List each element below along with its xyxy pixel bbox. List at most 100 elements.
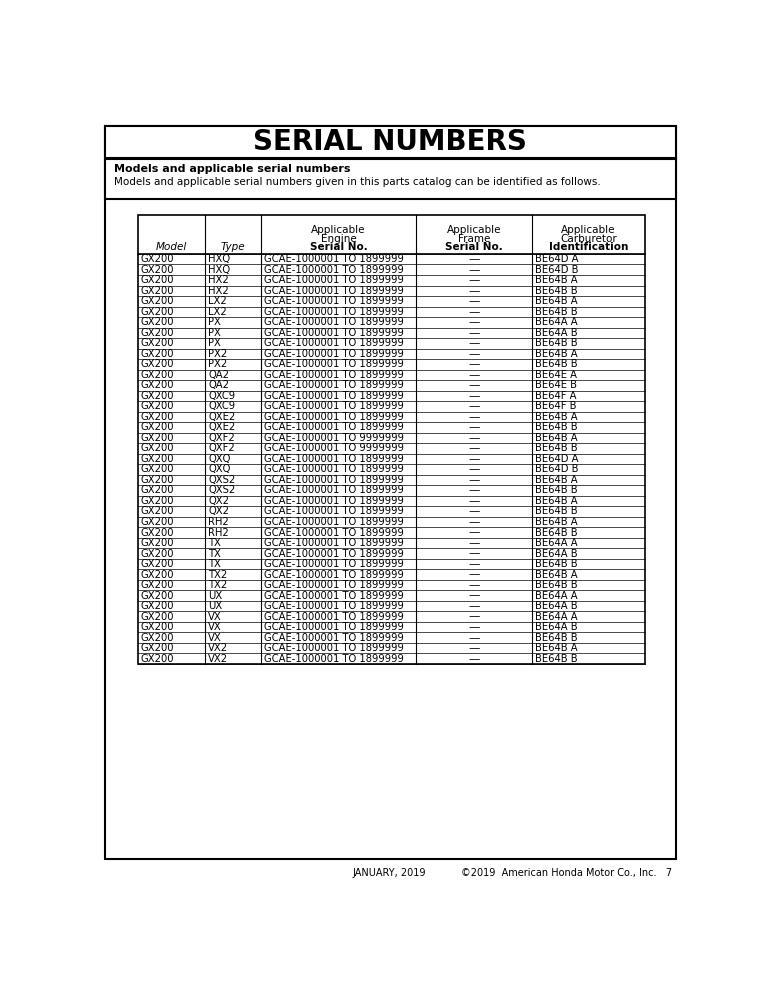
Text: GCAE-1000001 TO 1899999: GCAE-1000001 TO 1899999 (264, 485, 404, 495)
Text: GCAE-1000001 TO 1899999: GCAE-1000001 TO 1899999 (264, 286, 404, 296)
Text: PX2: PX2 (209, 359, 228, 369)
Text: BE64B B: BE64B B (535, 422, 578, 432)
Text: Models and applicable serial numbers: Models and applicable serial numbers (114, 164, 351, 174)
Text: BE64A B: BE64A B (535, 601, 578, 611)
Text: GX200: GX200 (141, 338, 174, 348)
Text: HXQ: HXQ (209, 265, 231, 275)
Text: QA2: QA2 (209, 370, 229, 380)
Text: —: — (468, 601, 479, 611)
Text: GCAE-1000001 TO 1899999: GCAE-1000001 TO 1899999 (264, 454, 404, 464)
Text: HX2: HX2 (209, 275, 229, 285)
Text: BE64B B: BE64B B (535, 359, 578, 369)
Text: GCAE-1000001 TO 1899999: GCAE-1000001 TO 1899999 (264, 538, 404, 548)
Text: GCAE-1000001 TO 1899999: GCAE-1000001 TO 1899999 (264, 654, 404, 664)
Bar (105, 126, 676, 158)
Text: GX200: GX200 (141, 612, 174, 622)
Text: BE64B A: BE64B A (535, 433, 578, 443)
Text: —: — (468, 496, 479, 506)
Text: TX2: TX2 (209, 570, 228, 580)
Text: VX2: VX2 (209, 654, 228, 664)
Text: TX: TX (209, 559, 221, 569)
Text: QXS2: QXS2 (209, 485, 236, 495)
Text: RH2: RH2 (209, 528, 229, 538)
Text: GX200: GX200 (141, 654, 174, 664)
Text: GX200: GX200 (141, 317, 174, 327)
Text: SERIAL NUMBERS: SERIAL NUMBERS (253, 128, 527, 156)
Text: PX: PX (209, 338, 221, 348)
Text: Serial No.: Serial No. (310, 242, 368, 252)
Text: QXC9: QXC9 (209, 391, 235, 401)
Text: —: — (468, 538, 479, 548)
Text: RH2: RH2 (209, 517, 229, 527)
Text: BE64A B: BE64A B (535, 549, 578, 559)
Text: BE64B B: BE64B B (535, 654, 578, 664)
Text: GCAE-1000001 TO 1899999: GCAE-1000001 TO 1899999 (264, 559, 404, 569)
Text: BE64A B: BE64A B (535, 328, 578, 338)
Text: BE64B B: BE64B B (535, 580, 578, 590)
Text: GX200: GX200 (141, 254, 174, 264)
Text: PX: PX (209, 317, 221, 327)
Text: VX: VX (209, 633, 222, 643)
Text: QXE2: QXE2 (209, 422, 236, 432)
Text: —: — (468, 485, 479, 495)
Text: Model: Model (156, 242, 187, 252)
Text: BE64B B: BE64B B (535, 307, 578, 317)
Text: GX200: GX200 (141, 517, 174, 527)
Text: —: — (468, 296, 479, 306)
Text: GCAE-1000001 TO 1899999: GCAE-1000001 TO 1899999 (264, 317, 404, 327)
Text: GCAE-1000001 TO 1899999: GCAE-1000001 TO 1899999 (264, 254, 404, 264)
Text: GX200: GX200 (141, 443, 174, 453)
Text: —: — (468, 254, 479, 264)
Text: —: — (468, 359, 479, 369)
Text: BE64B A: BE64B A (535, 517, 578, 527)
Text: BE64A A: BE64A A (535, 538, 578, 548)
Text: —: — (468, 475, 479, 485)
Text: —: — (468, 401, 479, 411)
Text: GX200: GX200 (141, 485, 174, 495)
Text: GX200: GX200 (141, 265, 174, 275)
Text: GCAE-1000001 TO 9999999: GCAE-1000001 TO 9999999 (264, 443, 404, 453)
Text: BE64B A: BE64B A (535, 349, 578, 359)
Text: —: — (468, 528, 479, 538)
Text: BE64A A: BE64A A (535, 591, 578, 601)
Text: GCAE-1000001 TO 1899999: GCAE-1000001 TO 1899999 (264, 349, 404, 359)
Text: —: — (468, 612, 479, 622)
Text: GX200: GX200 (141, 580, 174, 590)
Text: —: — (468, 433, 479, 443)
Text: QX2: QX2 (209, 496, 229, 506)
Text: GX200: GX200 (141, 538, 174, 548)
Text: BE64D B: BE64D B (535, 265, 578, 275)
Text: QXE2: QXE2 (209, 412, 236, 422)
Text: GX200: GX200 (141, 391, 174, 401)
Text: GX200: GX200 (141, 528, 174, 538)
Text: —: — (468, 391, 479, 401)
Text: —: — (468, 517, 479, 527)
Text: —: — (468, 464, 479, 474)
Text: GX200: GX200 (141, 601, 174, 611)
Text: —: — (468, 265, 479, 275)
Text: PX2: PX2 (209, 349, 228, 359)
Text: GX200: GX200 (141, 359, 174, 369)
Bar (138, 215, 645, 664)
Text: Applicable: Applicable (447, 225, 501, 235)
Text: GCAE-1000001 TO 1899999: GCAE-1000001 TO 1899999 (264, 633, 404, 643)
Text: QXS2: QXS2 (209, 475, 236, 485)
Text: —: — (468, 307, 479, 317)
Text: QX2: QX2 (209, 506, 229, 516)
Text: HXQ: HXQ (209, 254, 231, 264)
Text: GX200: GX200 (141, 559, 174, 569)
Text: —: — (468, 422, 479, 432)
Text: —: — (468, 328, 479, 338)
Text: —: — (468, 654, 479, 664)
Text: GX200: GX200 (141, 570, 174, 580)
Text: Engine: Engine (320, 234, 356, 244)
Text: BE64B A: BE64B A (535, 496, 578, 506)
Text: BE64B B: BE64B B (535, 485, 578, 495)
Text: GCAE-1000001 TO 1899999: GCAE-1000001 TO 1899999 (264, 570, 404, 580)
Text: HX2: HX2 (209, 286, 229, 296)
Text: GCAE-1000001 TO 1899999: GCAE-1000001 TO 1899999 (264, 328, 404, 338)
Text: GX200: GX200 (141, 401, 174, 411)
Text: GX200: GX200 (141, 275, 174, 285)
Text: BE64F A: BE64F A (535, 391, 576, 401)
Text: GCAE-1000001 TO 1899999: GCAE-1000001 TO 1899999 (264, 275, 404, 285)
